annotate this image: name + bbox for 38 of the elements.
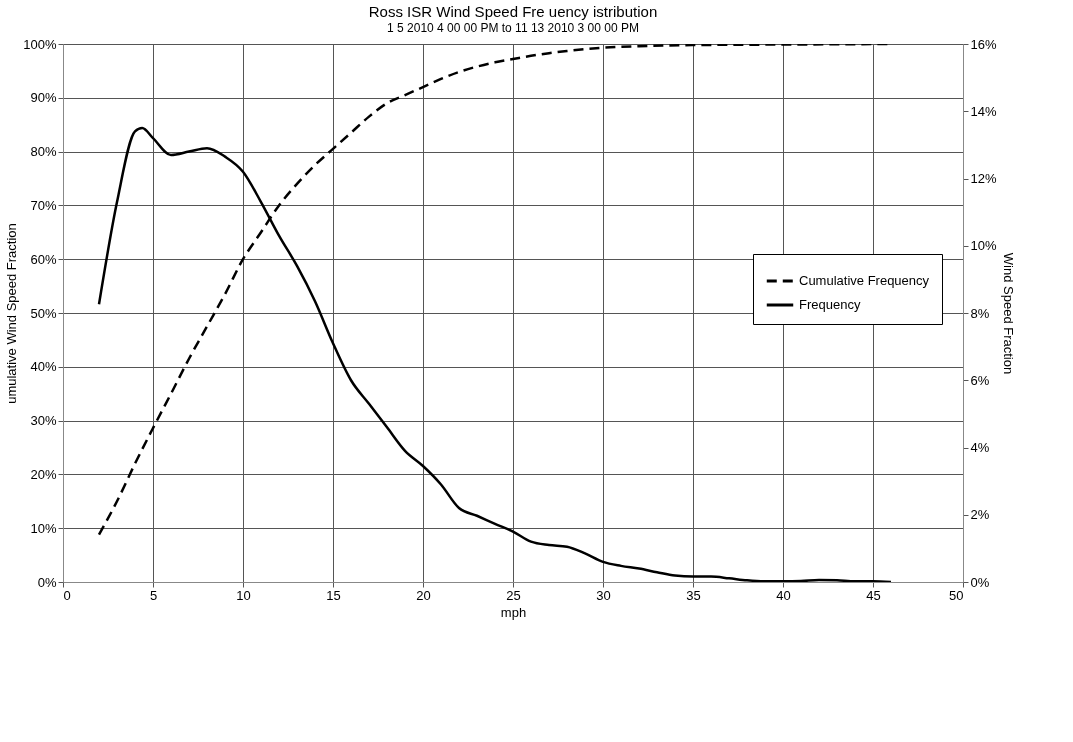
y2-tick-label: 4% [970, 440, 990, 455]
y2-tick-label: 6% [970, 372, 990, 388]
x-tick-label: 40 [776, 587, 791, 603]
x-tick-label: 35 [686, 587, 701, 603]
chart-title: Ross ISR Wind Speed Fre uency istribution [368, 3, 658, 20]
x-tick-label: 30 [596, 587, 611, 603]
x-tick-label: 10 [236, 587, 251, 603]
legend-label: Cumulative Frequency [799, 273, 930, 288]
chart-subtitle: 1 5 2010 4 00 00 PM to 11 13 2010 3 00 00 PM [387, 21, 639, 35]
legend-label: Frequency [799, 297, 861, 312]
y-tick-label: 70% [30, 197, 57, 213]
y2-tick-label: 10% [970, 238, 997, 254]
x-tick-label: 15 [326, 587, 341, 603]
x-tick-label: 50 [949, 587, 964, 603]
x-axis-title: mph [500, 604, 527, 620]
y2-tick-label: 0% [970, 574, 990, 590]
x-tick-label: 45 [866, 587, 881, 603]
y-axis-title: umulative Wind Speed Fraction [4, 223, 20, 404]
y-tick-label: 10% [30, 520, 57, 536]
y2-tick-label: 16% [970, 36, 997, 52]
y-tick-label: 60% [30, 251, 57, 267]
x-tick-label: 25 [506, 587, 521, 603]
x-tick-label: 0 [63, 587, 71, 603]
y-tick-label: 80% [30, 144, 57, 160]
x-tick-label: 5 [149, 587, 158, 603]
y-tick-label: 30% [30, 413, 57, 429]
y2-tick-label: 8% [970, 305, 990, 321]
y2-axis-title: Wind Speed Fraction [1000, 252, 1016, 375]
x-tick-label: 20 [416, 587, 431, 603]
y-tick-label: 20% [30, 466, 57, 482]
y-tick-label: 100% [23, 36, 57, 52]
y2-tick-label: 14% [970, 103, 997, 119]
y-tick-label: 0% [37, 574, 57, 590]
y2-tick-label: 2% [970, 507, 990, 523]
y-tick-label: 40% [30, 359, 57, 375]
y-tick-label: 90% [30, 90, 57, 106]
y2-tick-label: 12% [970, 171, 997, 186]
y-tick-label: 50% [30, 305, 57, 321]
